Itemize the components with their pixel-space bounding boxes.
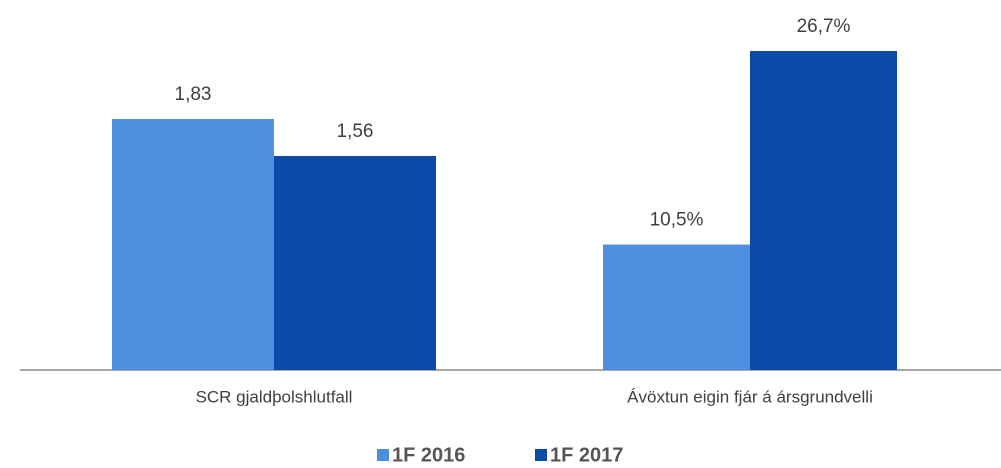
value-label: 10,5% — [650, 210, 704, 231]
value-label: 1,83 — [175, 84, 212, 105]
x-tick-label: SCR gjaldþolshlutfall — [196, 387, 353, 406]
legend-swatch — [377, 449, 389, 461]
bar — [603, 244, 750, 370]
legend-swatch — [535, 449, 547, 461]
bar — [750, 51, 897, 370]
legend-label: 1F 2017 — [550, 444, 623, 466]
bar — [112, 119, 274, 370]
legend-label: 1F 2016 — [392, 444, 465, 466]
value-label: 26,7% — [797, 16, 851, 37]
x-tick-label: Ávöxtun eigin fjár á ársgrundvelli — [627, 387, 873, 406]
value-label: 1,56 — [337, 121, 374, 142]
bar — [274, 156, 436, 370]
